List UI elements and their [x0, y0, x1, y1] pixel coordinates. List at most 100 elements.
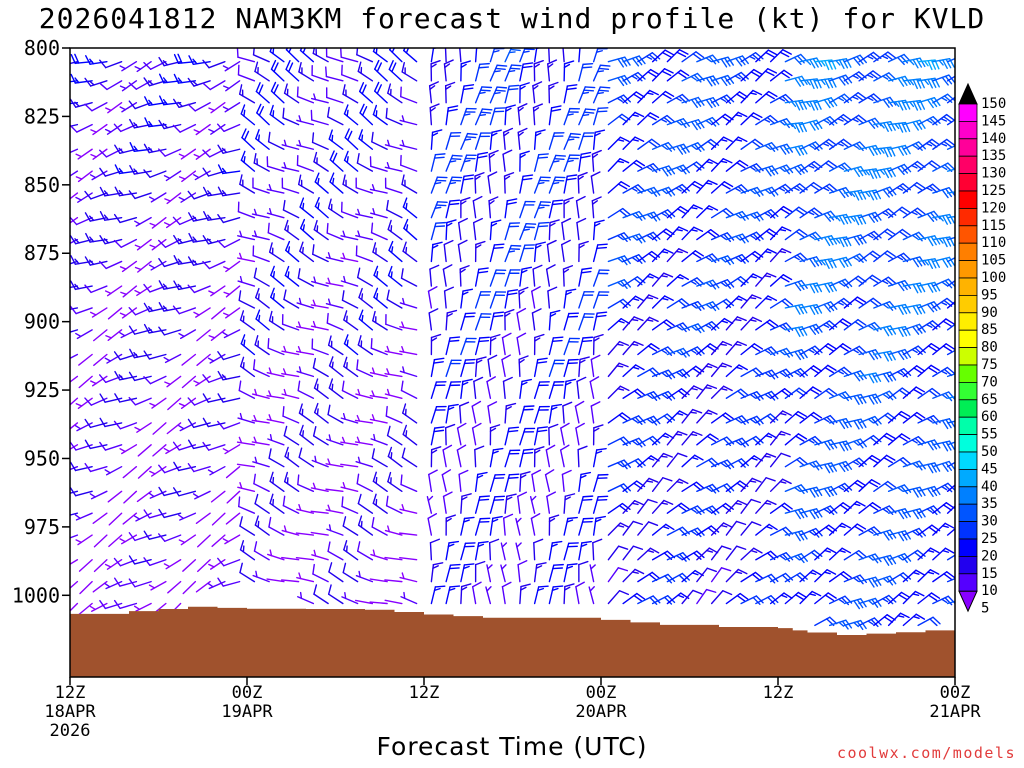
wind-barb [400, 474, 418, 493]
wind-barb [607, 436, 631, 447]
wind-barb [456, 444, 467, 468]
wind-barb [313, 219, 329, 241]
wind-barb [70, 465, 79, 471]
wind-barb [389, 48, 403, 63]
wind-barb [460, 493, 472, 514]
wind-barb [445, 105, 459, 126]
wind-barb [268, 242, 285, 263]
wind-barb [548, 219, 560, 241]
wind-barb [178, 148, 197, 160]
wind-barb [784, 368, 808, 378]
wind-barb [313, 584, 329, 605]
wind-barb [666, 49, 689, 63]
wind-barb [485, 586, 492, 605]
credit-link[interactable]: coolwx.com/models [836, 744, 1016, 762]
wind-barb [444, 423, 456, 446]
wind-barb [799, 527, 823, 538]
wind-barb [500, 542, 508, 561]
wind-barb [532, 264, 543, 287]
wind-barb [637, 343, 660, 356]
wind-barb [710, 483, 735, 493]
wind-barb [932, 391, 955, 402]
wind-barb [374, 81, 388, 104]
wind-barb [902, 590, 925, 605]
wind-barb [474, 240, 486, 263]
wind-barb [178, 329, 197, 340]
wind-barb [128, 371, 152, 382]
wind-barb [84, 256, 108, 266]
wind-barb [99, 148, 123, 158]
wind-barb [128, 80, 152, 90]
wind-barb [328, 356, 344, 378]
wind-barb [356, 48, 374, 63]
wind-barb [311, 65, 329, 82]
wind-barb [99, 210, 123, 221]
wind-barb [89, 602, 108, 612]
wind-barb [256, 103, 270, 126]
wind-barb [696, 205, 719, 219]
legend-swatch [958, 260, 978, 279]
wind-barb [902, 345, 926, 356]
wind-barb [681, 454, 704, 468]
wind-barb [357, 335, 374, 356]
wind-barb [607, 340, 629, 356]
wind-barb [427, 286, 438, 309]
wind-barb [158, 302, 182, 312]
wind-barb [843, 574, 867, 585]
wind-barb [253, 267, 270, 287]
wind-barb [430, 446, 442, 468]
wind-barb [873, 614, 896, 627]
legend-swatch [958, 486, 978, 505]
wind-barb [133, 512, 152, 522]
wind-barb [681, 51, 705, 63]
wind-barb [299, 48, 315, 63]
wind-barb [430, 357, 445, 378]
wind-barb [637, 316, 659, 331]
wind-barb [370, 549, 388, 561]
wind-barb [563, 563, 578, 583]
wind-barb [651, 68, 674, 82]
wind-barb [533, 357, 548, 378]
wind-barb [725, 458, 749, 468]
wind-barb [70, 602, 79, 612]
wind-barb [828, 58, 852, 70]
wind-barb [99, 393, 123, 403]
wind-barb [651, 477, 673, 493]
wind-barb [128, 578, 152, 588]
wind-barb [252, 48, 270, 63]
wind-barb [93, 353, 108, 367]
wind-barb [578, 291, 595, 309]
wind-barb [932, 187, 955, 199]
wind-barb [858, 434, 882, 446]
wind-barb [588, 586, 595, 605]
wind-barb [755, 499, 777, 514]
wind-barb [284, 446, 300, 468]
legend-label: 150 [981, 96, 1006, 112]
wind-barb [460, 542, 476, 561]
wind-barb [504, 64, 522, 82]
wind-barb [178, 170, 197, 183]
wind-barb [592, 447, 607, 468]
wind-barb [917, 281, 941, 293]
legend-label: 85 [981, 322, 998, 338]
wind-barb [158, 533, 182, 542]
wind-barb [460, 288, 474, 309]
wind-barb [725, 71, 749, 82]
wind-barb [149, 397, 167, 409]
wind-barb [696, 179, 718, 194]
wind-barb [946, 236, 955, 241]
wind-barb [104, 353, 123, 364]
wind-barb [128, 190, 152, 200]
wind-barb [902, 549, 926, 561]
wind-barb [281, 556, 300, 561]
wind-barb [710, 567, 732, 583]
wind-barb [358, 287, 374, 309]
wind-barb [428, 308, 439, 331]
wind-barb [784, 99, 808, 111]
wind-barb [143, 509, 167, 519]
wind-barb [99, 59, 123, 69]
wind-barb [651, 114, 676, 126]
wind-barb [696, 384, 718, 399]
wind-barb [622, 458, 646, 468]
wind-barb [740, 477, 762, 493]
